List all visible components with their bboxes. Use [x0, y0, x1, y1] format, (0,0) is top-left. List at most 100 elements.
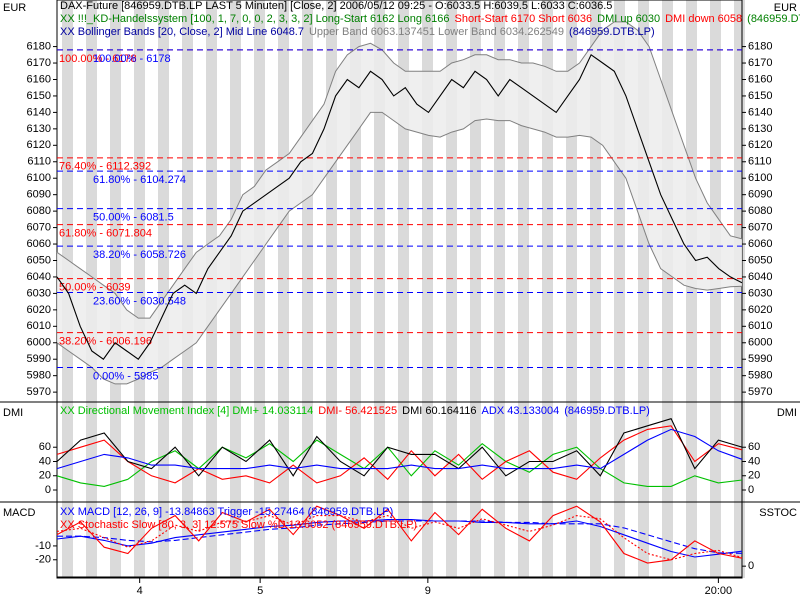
legend-line: XX Stochastic Slow [80, 3, 3] 12.575 Slo…	[60, 519, 417, 531]
stripe	[470, 0, 481, 578]
series-line	[56, 53, 743, 360]
y-tick-label: 5980	[27, 370, 51, 382]
y-tick-label-right: 6120	[748, 139, 772, 151]
stripe	[110, 0, 121, 578]
legend-text: XX Bollinger Bands [20, Close, 2] Mid Li…	[60, 26, 304, 38]
level-label: 100.00% - 6178	[59, 53, 137, 65]
level-label: 38.20% - 6006.196	[59, 335, 152, 347]
y-tick-label-right: 6030	[748, 287, 772, 299]
stripe	[590, 0, 601, 578]
legend-text: XX MACD [12, 26, 9] -13.84863 Trigger -1…	[60, 506, 393, 518]
stripe	[422, 0, 433, 578]
y-tick-label: 0	[45, 484, 51, 496]
y-tick-label-right: 6020	[748, 304, 772, 316]
y-tick-label: 60	[39, 441, 51, 453]
level-label: 100.00% - 6178	[93, 53, 171, 65]
y-tick-label: 6110	[27, 156, 51, 168]
legend-text: DMI down 6058	[665, 13, 742, 25]
legend-text: DMI 60.164116	[402, 405, 476, 417]
y-tick-label: 5990	[27, 353, 51, 365]
stripe	[254, 0, 265, 578]
series-line	[56, 418, 743, 477]
y-tick-label-right: 6180	[748, 40, 772, 52]
series-line	[57, 520, 743, 554]
y-tick-label-right: 6100	[748, 172, 772, 184]
series-line	[56, 425, 743, 484]
legend-line: DAX-Future [846959.DTB.LP LAST 5 Minuten…	[60, 0, 612, 12]
y-tick-label-right: 6140	[748, 106, 772, 118]
legend-text: Short-Start 6170 Short 6036	[455, 13, 593, 25]
y-tick-label: 6050	[27, 254, 51, 266]
y-tick-label: 6180	[27, 40, 51, 52]
legend-text: DMI- 56.421525	[318, 405, 397, 417]
y-tick-label: 5970	[27, 386, 51, 398]
y-tick-label: 6010	[27, 320, 51, 332]
y-tick-label: 6120	[27, 139, 51, 151]
legend-text: ADX 43.133004	[482, 405, 560, 417]
x-tick-label: 4	[137, 585, 143, 597]
stripe	[662, 0, 673, 578]
level-label: 38.20% - 6058.726	[93, 249, 186, 261]
y-tick-label: 6000	[27, 337, 51, 349]
y-tick-label: -20	[35, 554, 51, 566]
series-line	[56, 505, 743, 564]
y-tick-label-right: 6080	[748, 205, 772, 217]
y-axis-label: EUR	[3, 2, 26, 14]
legend-text: (846959.DTB.LP)	[747, 13, 800, 25]
legend-text: XX Directional Movement Index [4] DMI+ 1…	[60, 405, 313, 417]
stripe	[566, 0, 577, 578]
y-tick-label: 6020	[27, 304, 51, 316]
upper-band	[56, 21, 743, 319]
y-tick-label-right: 40	[748, 455, 760, 467]
y-tick-label-right: 6000	[748, 337, 772, 349]
y-tick-label: 6060	[27, 238, 51, 250]
stripe	[446, 0, 457, 578]
y-tick-label: 6100	[27, 172, 51, 184]
stripe	[230, 0, 241, 578]
y-axis-label: MACD	[3, 507, 35, 519]
y-tick-label: 6170	[27, 57, 51, 69]
x-tick-label: 20:00	[705, 585, 733, 597]
legend-text: Upper Band 6063.137451 Lower Band 6034.2…	[309, 26, 564, 38]
legend-text: DMI up 6030	[597, 13, 660, 25]
y-tick-label-right: 6050	[748, 254, 772, 266]
stripe	[326, 0, 337, 578]
x-tick-label: 9	[425, 585, 431, 597]
y-axis-label: DMI	[3, 407, 23, 419]
y-tick-label-right: 60	[748, 441, 760, 453]
y-tick-label: 6030	[27, 287, 51, 299]
stripe	[734, 0, 745, 578]
y-tick-label-right: 6110	[748, 156, 772, 168]
y-tick-label: 6040	[27, 271, 51, 283]
legend-line: XX Bollinger Bands [20, Close, 2] Mid Li…	[60, 26, 655, 38]
y-tick-label: 6160	[27, 73, 51, 85]
band-fill	[57, 21, 742, 384]
level-label: 50.00% - 6039	[59, 281, 131, 293]
legend-line: XX MACD [12, 26, 9] -13.84863 Trigger -1…	[60, 506, 393, 518]
y2-tick-label: 0	[748, 560, 754, 572]
y-tick-label-right: 6070	[748, 221, 772, 233]
stripe	[614, 0, 625, 578]
level-label: 61.80% - 6104.274	[93, 174, 186, 186]
legend-line: XX !!!_KD-Handelssystem [100, 1, 7, 0, 0…	[60, 13, 800, 25]
legend-line: XX Directional Movement Index [4] DMI+ 1…	[60, 405, 650, 417]
y-tick-label: 40	[39, 455, 51, 467]
legend-text: XX !!!_KD-Handelssystem [100, 1, 7, 0, 0…	[60, 13, 450, 25]
legend-text: (846959.DTB.LP)	[564, 405, 650, 417]
y-tick-label-right: 20	[748, 470, 760, 482]
y-tick-label: 6080	[27, 205, 51, 217]
stripe	[350, 0, 361, 578]
level-label: 50.00% - 6081.5	[93, 212, 174, 224]
legend-text: XX Stochastic Slow [80, 3, 3] 12.575 Slo…	[60, 519, 417, 531]
stripe	[134, 0, 145, 578]
y-axis-label-right: DMI	[777, 407, 797, 419]
y-tick-label-right: 6130	[748, 123, 772, 135]
level-label: 23.60% - 6030.548	[93, 295, 186, 307]
y-tick-label-right: 6150	[748, 90, 772, 102]
y-tick-label-right: 6010	[748, 320, 772, 332]
y-tick-label-right: 5980	[748, 370, 772, 382]
legend-text: DAX-Future [846959.DTB.LP LAST 5 Minuten…	[60, 0, 612, 12]
y-tick-label: -10	[35, 540, 51, 552]
series-line	[56, 519, 743, 558]
